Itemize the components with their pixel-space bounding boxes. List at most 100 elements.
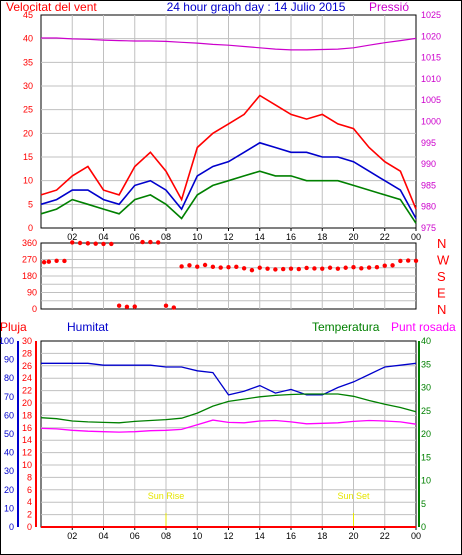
wind-y-tick-label: 5 [28, 199, 33, 209]
direction-point [327, 265, 333, 270]
pressure-y-tick-label: 1010 [421, 74, 441, 84]
series-humitat [41, 362, 417, 396]
pressure-y-tick-label: 990 [421, 159, 436, 169]
temperature-tick-label: 40 [421, 336, 431, 346]
chart-title: 24 hour graph day : 14 Julio 2015 [167, 0, 346, 14]
direction-point [413, 258, 419, 263]
direction-y-tick-label: 0 [32, 304, 37, 314]
direction-point [288, 266, 294, 271]
x-tick-label: 20 [348, 232, 358, 242]
wind-pressure-panel: Velocitat del vent 24 hour graph day : 1… [6, 0, 441, 242]
humidity-tick-label: 10 [4, 503, 14, 513]
compass-letter: N [437, 302, 446, 317]
direction-point [405, 258, 411, 263]
temperature-tick-label: 30 [421, 383, 431, 393]
humidity-tick-label: 0 [9, 522, 14, 532]
direction-point [187, 263, 192, 268]
temperature-axis: 0 5 10 15 20 25 30 35 40 [418, 336, 431, 532]
x-tick-label: 18 [317, 531, 327, 541]
rain-tick-label: 18 [22, 410, 32, 420]
direction-y-axis: 0 90 180 270 360 [22, 238, 37, 314]
wind-y-tick-label: 40 [23, 34, 33, 44]
direction-point [171, 305, 177, 310]
pressure-y-tick-label: 980 [421, 202, 436, 212]
direction-point [41, 260, 47, 265]
direction-point [374, 265, 380, 270]
x-tick-label: 10 [192, 531, 202, 541]
wind-y-tick-label: 45 [23, 10, 33, 20]
rain-tick-label: 16 [22, 423, 32, 433]
rain-legend: Pluja [0, 320, 27, 334]
temperature-legend: Temperatura [312, 320, 380, 334]
humidity-tick-label: 90 [4, 355, 14, 365]
direction-point [226, 265, 231, 270]
rain-tick-label: 20 [22, 398, 32, 408]
direction-point [398, 258, 403, 264]
rain-tick-label: 4 [27, 497, 32, 507]
rain-tick-label: 14 [22, 435, 32, 445]
direction-point [249, 267, 255, 273]
temp-grid [41, 341, 416, 527]
x-tick-label: 08 [161, 531, 171, 541]
rain-tick-label: 22 [22, 386, 32, 396]
direction-point [155, 240, 161, 245]
pressure-y-tick-label: 1020 [421, 31, 441, 41]
rain-tick-label: 8 [27, 472, 32, 482]
direction-y-tick-label: 180 [22, 271, 37, 281]
humidity-tick-label: 80 [4, 373, 14, 383]
direction-point [124, 304, 130, 309]
rain-tick-label: 26 [22, 361, 32, 371]
humidity-temperature-panel: Pluja Humitat Temperatura Punt rosada 0 1… [0, 320, 456, 541]
humidity-tick-label: 20 [4, 485, 14, 495]
pressure-y-tick-label: 985 [421, 180, 436, 190]
wind-y-axis: 0 5 10 15 20 25 30 35 40 45 [23, 10, 33, 233]
rain-tick-label: 12 [22, 448, 32, 458]
direction-point [280, 266, 286, 272]
wind-y-tick-label: 30 [23, 81, 33, 91]
x-tick-label: 00 [411, 232, 421, 242]
temp-x-axis: 02 04 06 08 10 12 14 16 18 20 22 00 [67, 527, 421, 541]
series-punt-rosada [40, 419, 417, 433]
wind-y-tick-label: 0 [28, 223, 33, 233]
direction-point [304, 265, 309, 271]
direction-point [46, 259, 52, 264]
direction-point [70, 240, 75, 245]
wind-x-axis: 02 04 06 08 10 12 14 16 18 20 22 00 [67, 228, 421, 242]
rain-tick-label: 28 [22, 348, 32, 358]
direction-point [382, 263, 387, 268]
x-tick-label: 22 [380, 531, 390, 541]
x-tick-label: 22 [380, 232, 390, 242]
temperature-tick-label: 5 [421, 499, 426, 509]
direction-point [343, 265, 348, 270]
dewpoint-legend: Punt rosada [391, 320, 456, 334]
pressure-y-tick-label: 975 [421, 223, 436, 233]
direction-point [202, 262, 208, 268]
direction-point [210, 264, 216, 270]
humidity-tick-label: 50 [4, 429, 14, 439]
direction-point [148, 239, 153, 245]
x-tick-label: 06 [130, 531, 140, 541]
direction-point [296, 266, 302, 272]
sunrise-label: Sun Rise [148, 491, 185, 501]
x-tick-label: 02 [67, 232, 77, 242]
direction-point [359, 266, 364, 271]
pressure-y-tick-label: 995 [421, 138, 436, 148]
direction-point [351, 265, 356, 270]
direction-point [234, 264, 239, 270]
x-tick-label: 14 [255, 232, 265, 242]
direction-point [241, 266, 247, 271]
direction-point [116, 303, 122, 308]
direction-y-tick-label: 270 [22, 255, 37, 265]
x-tick-label: 00 [411, 531, 421, 541]
direction-point [77, 240, 83, 246]
humidity-axis: 0 10 20 30 40 50 60 70 80 90 100 [0, 336, 19, 532]
series-temperatura [40, 393, 417, 424]
pressure-y-tick-label: 1015 [421, 53, 441, 63]
x-tick-label: 12 [223, 531, 233, 541]
direction-point [163, 303, 169, 308]
direction-point [101, 241, 106, 247]
x-tick-label: 20 [348, 531, 358, 541]
series-wind-gust [40, 94, 417, 210]
